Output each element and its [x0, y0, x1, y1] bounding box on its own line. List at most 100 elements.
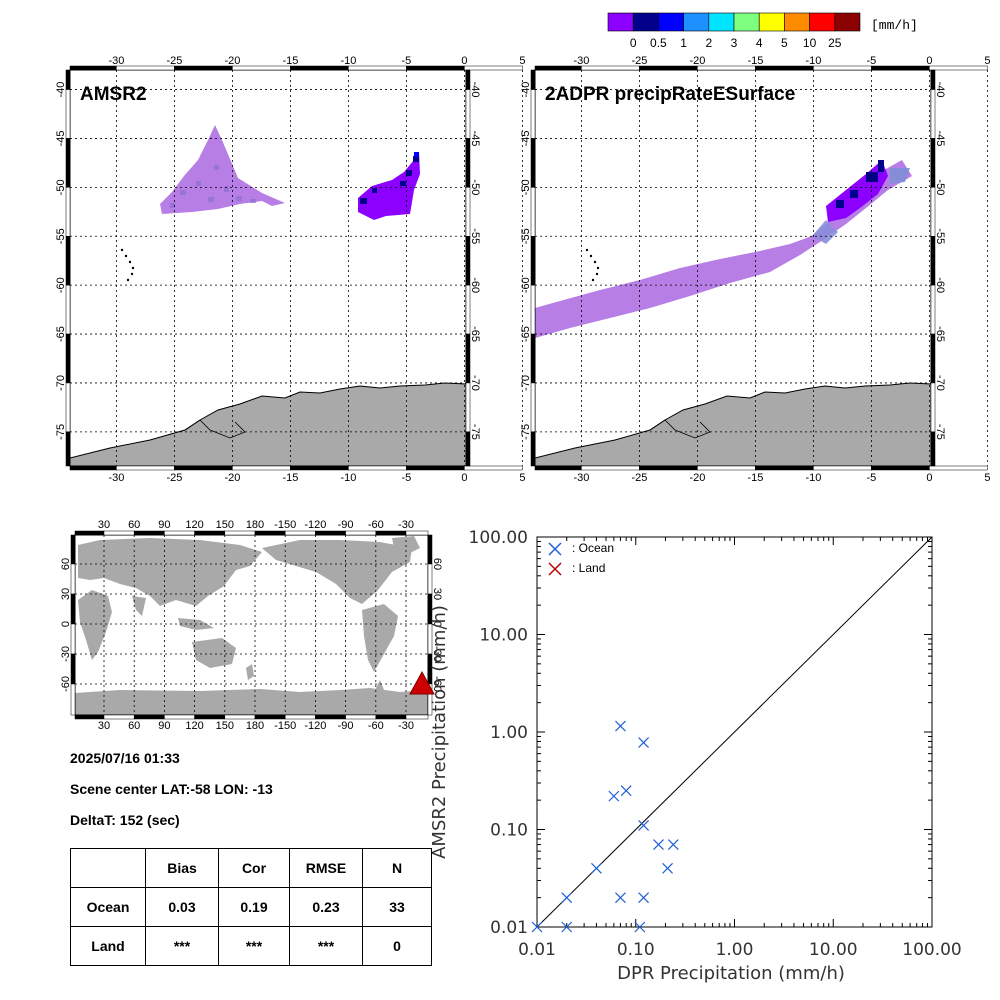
colorbar-swatch	[784, 12, 810, 32]
lat-tick-label: -60	[520, 277, 532, 293]
colorbar-swatch	[658, 12, 684, 32]
map-border-segment	[284, 530, 316, 536]
lon-tick-label: 5	[984, 55, 990, 67]
lon-tick-label: 150	[216, 519, 234, 531]
colorbar-unit: [mm/h]	[871, 18, 918, 33]
x-tick-label: 1.00	[716, 940, 754, 960]
lon-tick-label: 90	[158, 519, 170, 531]
map-border-segment	[464, 465, 523, 471]
map-border-segment	[929, 465, 988, 471]
x-axis-label: DPR Precipitation (mm/h)	[617, 963, 845, 984]
colorbar-swatch	[708, 12, 735, 32]
lon-tick-label: -10	[340, 472, 356, 484]
lon-tick-label: 180	[246, 720, 264, 732]
stats-cell: 0.19	[218, 887, 290, 927]
map-border-segment	[224, 530, 256, 536]
map-border-segment	[375, 530, 407, 536]
lon-tick-label: -30	[398, 720, 414, 732]
lon-tick-label: -30	[108, 472, 124, 484]
amsr2-precip-texture	[170, 165, 256, 208]
stats-cell: 0.03	[145, 887, 219, 927]
ocean-point	[561, 921, 573, 933]
lat-tick-label: -60	[55, 277, 67, 293]
lat-tick-label: -70	[55, 375, 67, 391]
ocean-point	[638, 737, 649, 748]
lon-tick-label: 5	[519, 472, 525, 484]
lat-tick-label: -60	[469, 277, 481, 293]
lon-tick-label: -20	[689, 472, 705, 484]
stats-header-cell	[70, 848, 146, 888]
lat-tick-label: -55	[520, 228, 532, 244]
dpr-precip-core	[836, 160, 884, 208]
stats-header-cell: RMSE	[289, 848, 363, 888]
legend-land-marker	[548, 562, 562, 576]
stats-cell: ***	[218, 926, 290, 966]
ocean-point	[638, 820, 649, 831]
lon-tick-label: 90	[158, 720, 170, 732]
lat-tick-label: -70	[520, 375, 532, 391]
map-border-segment	[194, 714, 226, 720]
map-border-segment	[254, 714, 286, 720]
lon-tick-label: -5	[402, 55, 412, 67]
world-map: 30 30 60 60 90 90 120 120 150 150 180 180 -150 -150 -1…	[60, 519, 443, 732]
legend-ocean-label: : Ocean	[572, 541, 614, 555]
map-border-segment	[284, 714, 316, 720]
lon-tick-label: -20	[689, 55, 705, 67]
amsr2-precip-core	[360, 156, 419, 204]
lon-tick-label: 60	[128, 519, 140, 531]
colorbar-tick-label: 4	[756, 36, 763, 50]
lat-tick-label: -65	[520, 326, 532, 342]
lon-tick-label: -15	[747, 55, 763, 67]
lon-tick-label: -15	[282, 55, 298, 67]
lat-tick-label: -40	[55, 82, 67, 98]
map-border-segment	[232, 465, 291, 471]
scene-center-marker	[409, 670, 435, 695]
ocean-point	[591, 862, 602, 874]
y-axis-label: AMSR2 Precipitation (mm/h)	[429, 605, 450, 859]
lon-tick-label: 0	[461, 472, 467, 484]
lat-tick-label: -60	[934, 277, 946, 293]
stats-cell: ***	[145, 926, 219, 966]
lon-tick-label: 0	[926, 472, 932, 484]
stats-header-cell: N	[362, 848, 432, 888]
lon-tick-label: 30	[98, 519, 110, 531]
lon-tick-label: 30	[98, 720, 110, 732]
colorbar-swatch	[834, 12, 861, 32]
lat-tick-label: -40	[469, 82, 481, 98]
ocean-point	[653, 839, 664, 851]
map-border-segment	[103, 530, 135, 536]
lon-tick-label: -150	[274, 720, 296, 732]
colorbar-tick-label: 2	[705, 36, 712, 50]
lon-tick-label: -5	[867, 472, 877, 484]
ocean-point	[615, 720, 626, 732]
lat-tick-label: -30	[431, 646, 443, 662]
stats-header-cell: Cor	[218, 848, 290, 888]
map-border-segment	[74, 530, 105, 536]
amsr2-land	[69, 382, 467, 467]
ocean-point	[662, 862, 673, 874]
map-border-segment	[345, 530, 377, 536]
colorbar-swatch	[632, 12, 659, 32]
lon-tick-label: -5	[402, 472, 412, 484]
map-border-segment	[70, 683, 76, 716]
scene-datetime: 2025/07/16 01:33	[70, 750, 180, 766]
lon-tick-label: -10	[805, 472, 821, 484]
lat-tick-label: -30	[60, 646, 72, 662]
x-tick-label: 10.00	[809, 940, 858, 960]
lat-tick-label: -45	[934, 131, 946, 147]
colorbar-tick-label: 5	[781, 36, 788, 50]
ocean-point	[634, 921, 646, 933]
map-border-segment	[164, 714, 195, 720]
map-border-segment	[755, 465, 814, 471]
map-border-segment	[290, 465, 349, 471]
legend: : Ocean : Land	[548, 541, 614, 576]
colorbar: 0 0.5 1 2 3 4 5 10 25 [mm/h]	[607, 12, 918, 50]
lon-tick-label: -120	[304, 720, 326, 732]
map-border-segment	[348, 65, 407, 71]
dpr-land	[534, 382, 932, 467]
colorbar-tick-label: 1	[680, 36, 687, 50]
lat-tick-label: 60	[431, 558, 443, 570]
colorbar-tick-label: 10	[803, 36, 817, 50]
lat-tick-label: -40	[934, 82, 946, 98]
